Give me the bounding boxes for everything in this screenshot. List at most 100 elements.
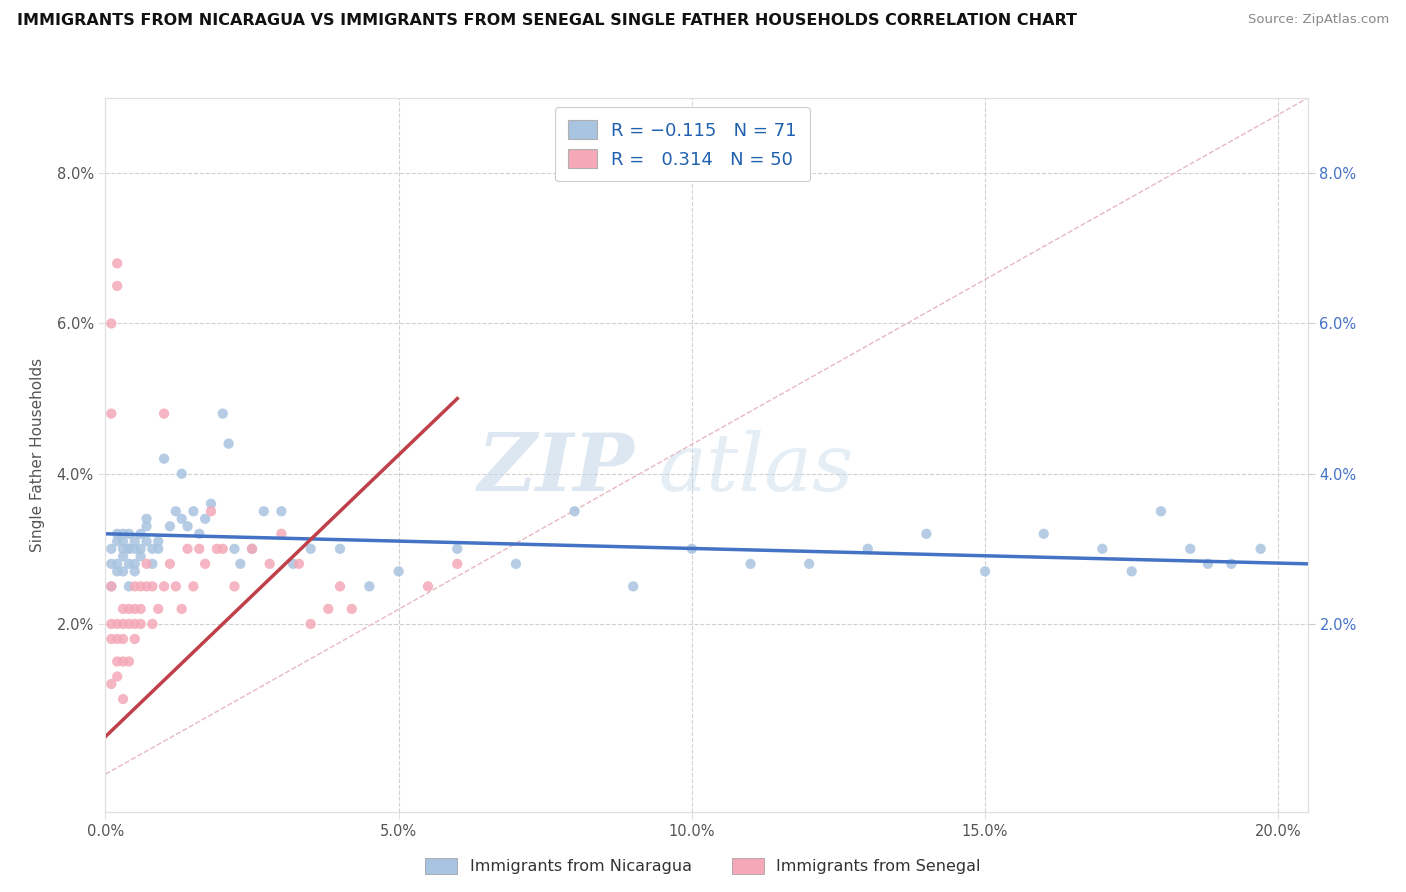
Point [621, 579, 644, 593]
Point [112, 655, 135, 669]
Point [170, 467, 193, 481]
Point [1032, 526, 1054, 541]
Point [141, 541, 163, 556]
Point [118, 616, 141, 631]
Point [148, 541, 170, 556]
Point [183, 579, 205, 593]
Point [118, 541, 141, 556]
Point [141, 616, 163, 631]
Point [100, 557, 122, 571]
Point [270, 526, 292, 541]
Point [1197, 557, 1219, 571]
Point [416, 579, 439, 593]
Text: Source: ZipAtlas.com: Source: ZipAtlas.com [1249, 13, 1389, 27]
Point [564, 504, 586, 518]
Point [505, 557, 527, 571]
Point [124, 557, 146, 571]
Point [105, 557, 128, 571]
Point [118, 655, 141, 669]
Point [188, 526, 211, 541]
Text: ZIP: ZIP [478, 431, 634, 508]
Point [1220, 557, 1243, 571]
Point [153, 579, 176, 593]
Point [100, 579, 122, 593]
Point [129, 541, 152, 556]
Point [915, 526, 938, 541]
Point [141, 557, 163, 571]
Point [388, 565, 411, 579]
Point [205, 541, 228, 556]
Point [129, 549, 152, 564]
Point [129, 579, 152, 593]
Point [159, 557, 181, 571]
Point [340, 602, 363, 616]
Point [112, 541, 135, 556]
Point [124, 579, 146, 593]
Legend: R = −0.115   N = 71, R =   0.314   N = 50: R = −0.115 N = 71, R = 0.314 N = 50 [555, 107, 810, 181]
Point [153, 451, 176, 466]
Point [124, 616, 146, 631]
Y-axis label: Single Father Households: Single Father Households [31, 358, 45, 552]
Point [148, 602, 170, 616]
Point [105, 565, 128, 579]
Point [112, 632, 135, 646]
Point [218, 436, 240, 450]
Point [105, 616, 128, 631]
Point [129, 526, 152, 541]
Point [118, 602, 141, 616]
Point [288, 557, 311, 571]
Point [211, 407, 233, 421]
Point [1250, 541, 1272, 556]
Point [176, 519, 198, 533]
Legend: Immigrants from Nicaragua, Immigrants from Senegal: Immigrants from Nicaragua, Immigrants fr… [418, 850, 988, 882]
Point [194, 557, 217, 571]
Point [129, 616, 152, 631]
Point [135, 534, 157, 549]
Point [105, 632, 128, 646]
Point [224, 579, 246, 593]
Point [194, 512, 217, 526]
Point [856, 541, 879, 556]
Point [135, 579, 157, 593]
Point [100, 541, 122, 556]
Point [299, 616, 322, 631]
Point [124, 534, 146, 549]
Point [170, 602, 193, 616]
Point [797, 557, 820, 571]
Point [259, 557, 281, 571]
Point [100, 677, 122, 691]
Point [141, 579, 163, 593]
Point [105, 256, 128, 270]
Point [100, 579, 122, 593]
Point [112, 534, 135, 549]
Point [1180, 541, 1202, 556]
Point [165, 504, 187, 518]
Point [1150, 504, 1173, 518]
Point [176, 541, 198, 556]
Point [183, 504, 205, 518]
Point [253, 504, 276, 518]
Point [118, 557, 141, 571]
Point [124, 602, 146, 616]
Point [153, 407, 176, 421]
Point [118, 526, 141, 541]
Point [105, 669, 128, 683]
Point [211, 541, 233, 556]
Point [1121, 565, 1143, 579]
Point [124, 541, 146, 556]
Point [240, 541, 263, 556]
Point [135, 557, 157, 571]
Point [329, 579, 352, 593]
Text: atlas: atlas [658, 431, 853, 508]
Point [681, 541, 703, 556]
Point [974, 565, 997, 579]
Point [188, 541, 211, 556]
Point [105, 655, 128, 669]
Point [446, 557, 468, 571]
Text: IMMIGRANTS FROM NICARAGUA VS IMMIGRANTS FROM SENEGAL SINGLE FATHER HOUSEHOLDS CO: IMMIGRANTS FROM NICARAGUA VS IMMIGRANTS … [17, 13, 1077, 29]
Point [200, 497, 222, 511]
Point [112, 602, 135, 616]
Point [105, 526, 128, 541]
Point [100, 407, 122, 421]
Point [740, 557, 762, 571]
